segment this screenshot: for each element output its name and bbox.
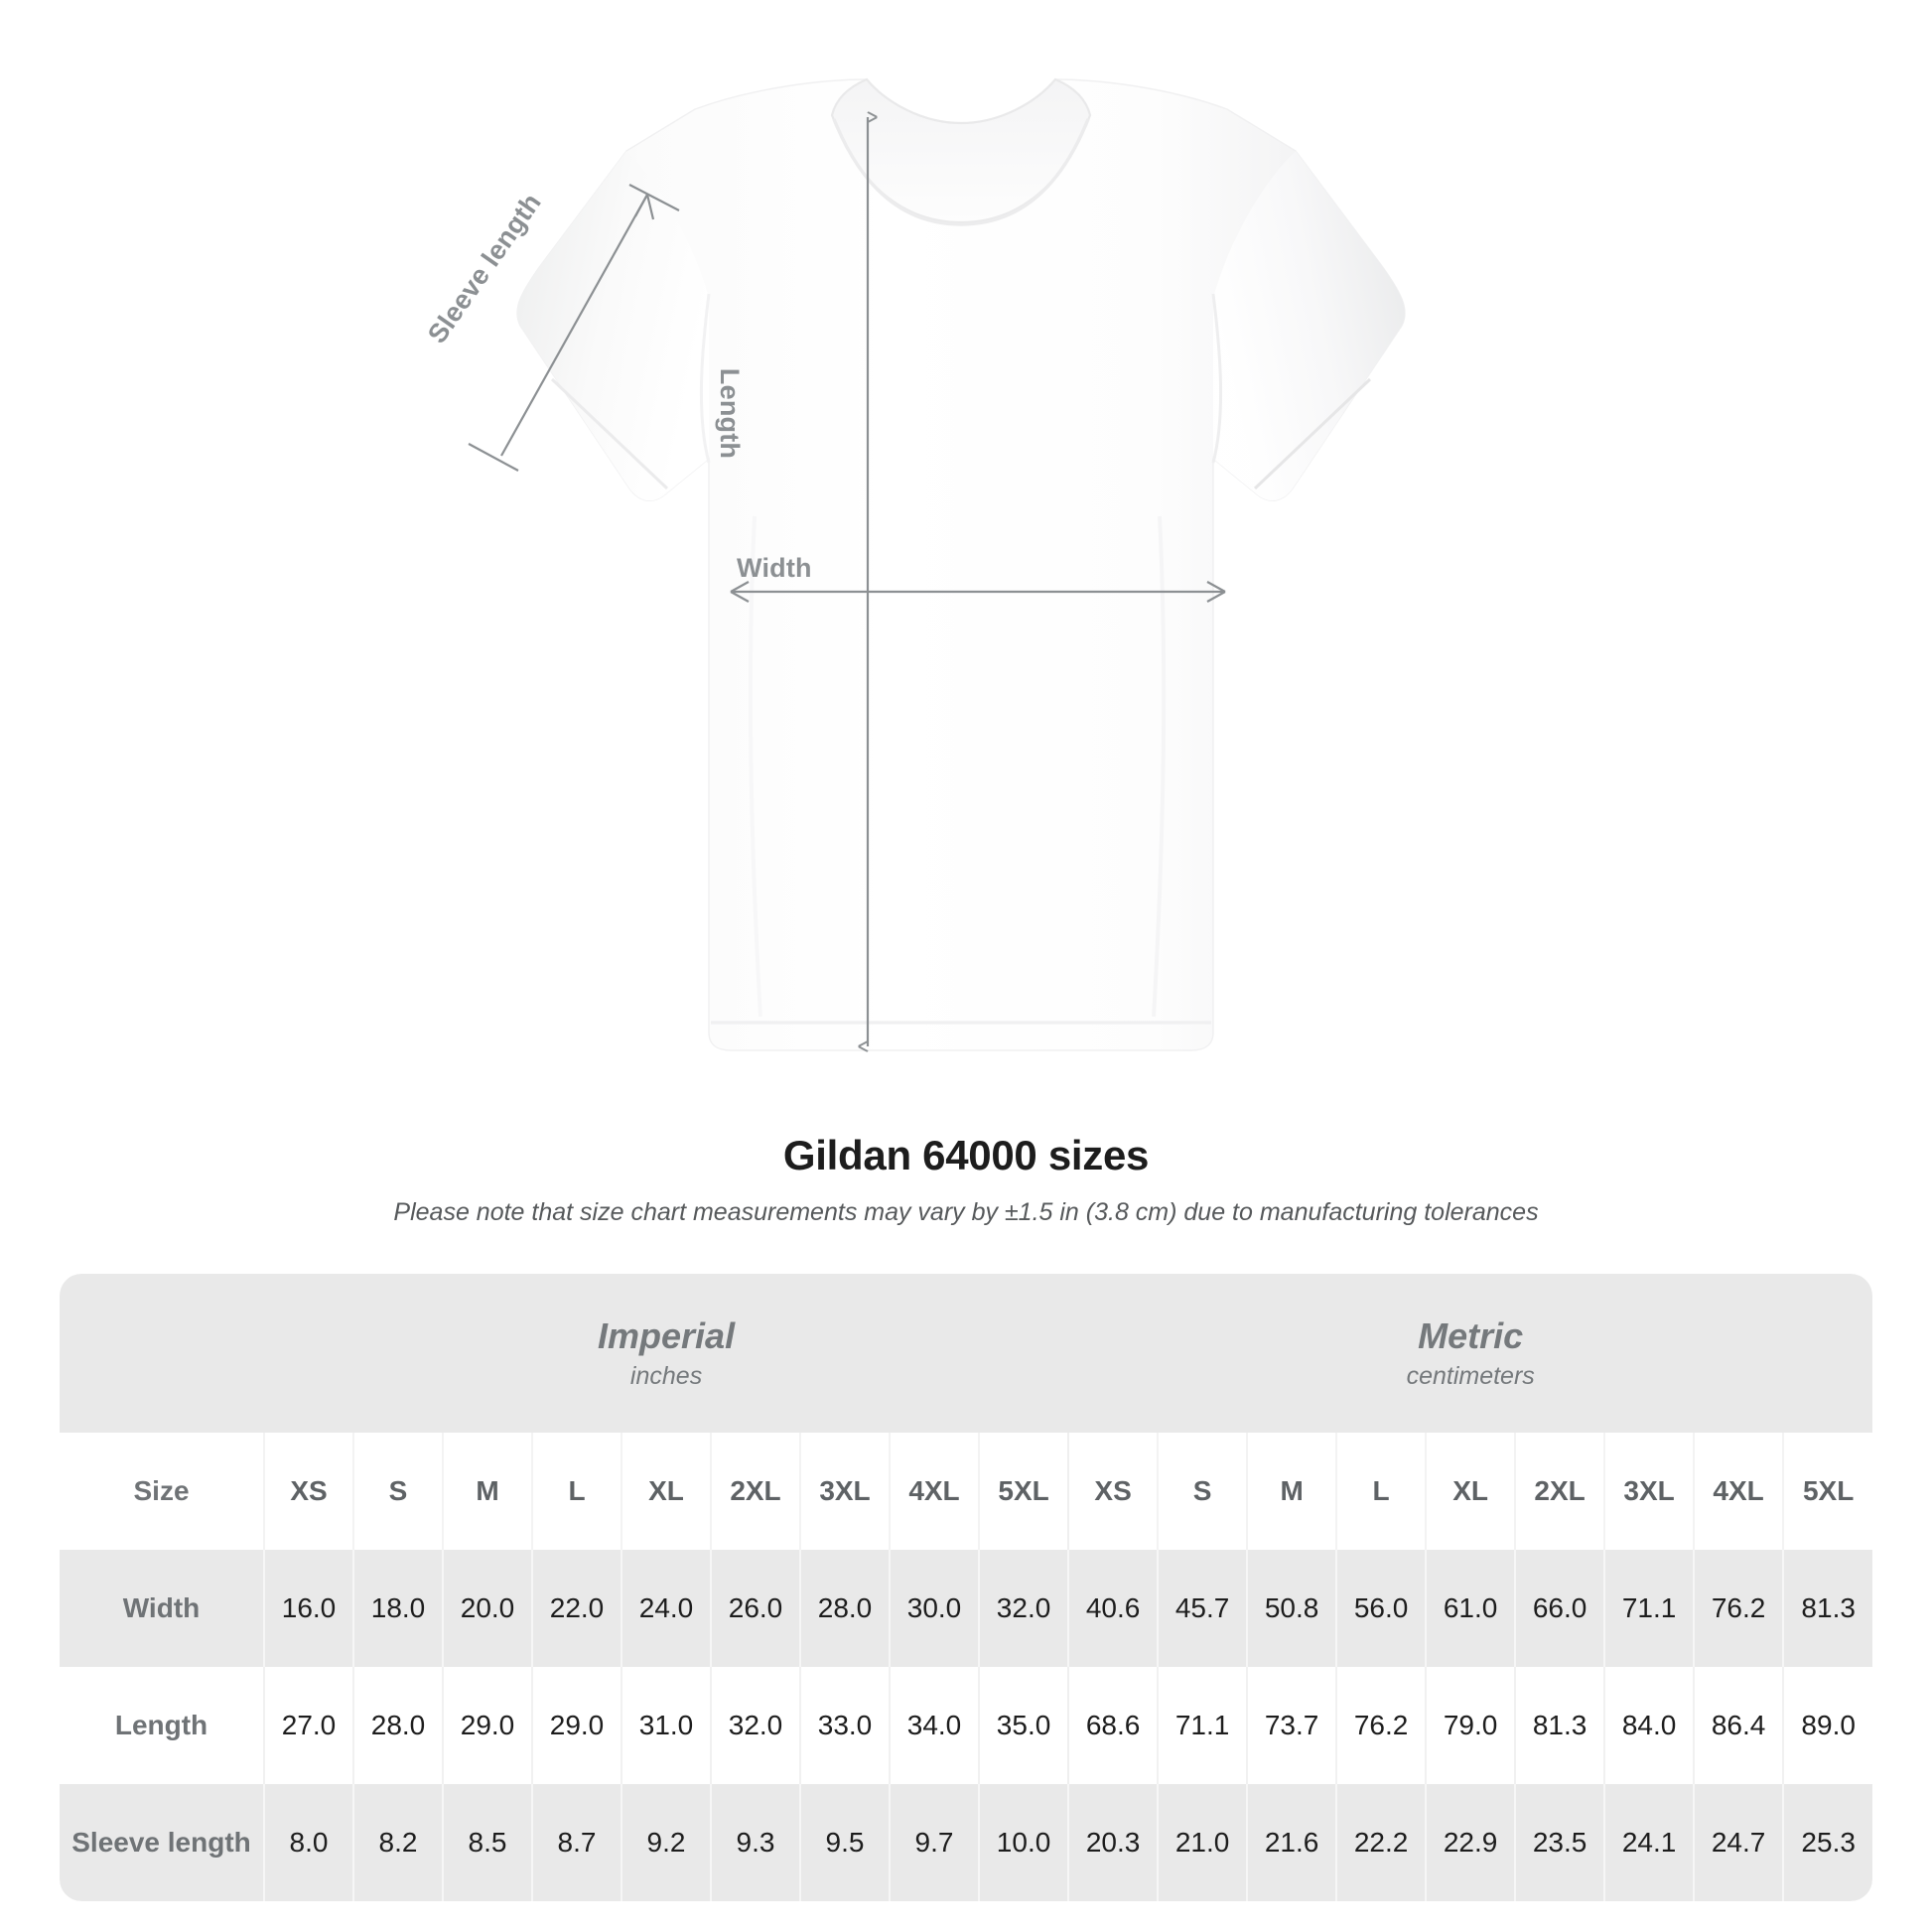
sleeve-cell-17: 25.3 [1782, 1784, 1873, 1901]
length-cell-16: 86.4 [1693, 1667, 1784, 1784]
width-cell-7: 30.0 [889, 1550, 979, 1667]
size-col-11: M [1246, 1433, 1337, 1550]
sleeve-cell-10: 21.0 [1157, 1784, 1248, 1901]
width-cell-3: 22.0 [531, 1550, 621, 1667]
width-cell-5: 26.0 [710, 1550, 800, 1667]
size-col-16: 4XL [1693, 1433, 1784, 1550]
length-cell-0: 27.0 [263, 1667, 353, 1784]
width-dimension-label: Width [737, 553, 812, 583]
width-cell-11: 50.8 [1246, 1550, 1337, 1667]
length-cell-14: 81.3 [1514, 1667, 1605, 1784]
unit-group-metric-sub: centimeters [1406, 1361, 1535, 1390]
size-col-13: XL [1425, 1433, 1516, 1550]
unit-group-imperial-sub: inches [629, 1361, 703, 1390]
size-chart-table-container: Imperial inches Metric centimeters Size … [60, 1274, 1873, 1901]
sleeve-cell-7: 9.7 [889, 1784, 979, 1901]
unit-header-row: Imperial inches Metric centimeters [60, 1274, 1873, 1433]
sleeve-cell-4: 9.2 [621, 1784, 711, 1901]
unit-group-metric-name: Metric [1418, 1314, 1524, 1356]
length-cell-1: 28.0 [352, 1667, 443, 1784]
sleeve-cell-14: 23.5 [1514, 1784, 1605, 1901]
sleeve-cell-6: 9.5 [799, 1784, 890, 1901]
sleeve-cell-15: 24.1 [1603, 1784, 1695, 1901]
sleeve-cell-16: 24.7 [1693, 1784, 1784, 1901]
size-col-7: 4XL [889, 1433, 979, 1550]
tshirt-diagram: Sleeve length Length Width [422, 77, 1406, 1112]
size-col-10: S [1157, 1433, 1248, 1550]
size-chart-heading: Gildan 64000 sizes Please note that size… [0, 1132, 1932, 1227]
size-col-12: L [1335, 1433, 1427, 1550]
size-col-8: 5XL [977, 1433, 1069, 1550]
row-header-width: Width [60, 1550, 264, 1667]
length-cell-13: 79.0 [1425, 1667, 1516, 1784]
sleeve-cell-12: 22.2 [1335, 1784, 1427, 1901]
width-cell-2: 20.0 [442, 1550, 532, 1667]
length-cell-2: 29.0 [442, 1667, 532, 1784]
tshirt-illustration [468, 77, 1406, 1112]
size-col-6: 3XL [799, 1433, 890, 1550]
row-header-sleeve-length: Sleeve length [60, 1784, 264, 1901]
table-row: Length 27.0 28.0 29.0 29.0 31.0 32.0 33.… [60, 1667, 1873, 1784]
size-col-1: S [352, 1433, 443, 1550]
sleeve-cell-13: 22.9 [1425, 1784, 1516, 1901]
unit-header-spacer [60, 1274, 264, 1433]
sleeve-cell-11: 21.6 [1246, 1784, 1337, 1901]
width-cell-6: 28.0 [799, 1550, 890, 1667]
width-cell-1: 18.0 [352, 1550, 443, 1667]
length-cell-9: 68.6 [1067, 1667, 1159, 1784]
length-cell-4: 31.0 [621, 1667, 711, 1784]
size-chart-table: Imperial inches Metric centimeters Size … [60, 1274, 1873, 1901]
width-cell-13: 61.0 [1425, 1550, 1516, 1667]
size-col-4: XL [621, 1433, 711, 1550]
length-dimension-label: Length [715, 367, 746, 460]
length-cell-7: 34.0 [889, 1667, 979, 1784]
unit-group-metric: Metric centimeters [1068, 1274, 1873, 1433]
size-col-9: XS [1067, 1433, 1159, 1550]
sleeve-cell-1: 8.2 [352, 1784, 443, 1901]
sleeve-cell-9: 20.3 [1067, 1784, 1159, 1901]
width-cell-17: 81.3 [1782, 1550, 1873, 1667]
width-cell-15: 71.1 [1603, 1550, 1695, 1667]
length-cell-8: 35.0 [977, 1667, 1069, 1784]
width-cell-10: 45.7 [1157, 1550, 1248, 1667]
length-cell-6: 33.0 [799, 1667, 890, 1784]
shirt-body-shape [516, 77, 1406, 1051]
length-cell-15: 84.0 [1603, 1667, 1695, 1784]
width-cell-12: 56.0 [1335, 1550, 1427, 1667]
dimension-lines [468, 117, 1226, 1046]
size-col-14: 2XL [1514, 1433, 1605, 1550]
length-cell-10: 71.1 [1157, 1667, 1248, 1784]
width-cell-0: 16.0 [263, 1550, 353, 1667]
sleeve-cell-5: 9.3 [710, 1784, 800, 1901]
length-cell-11: 73.7 [1246, 1667, 1337, 1784]
tolerance-note: Please note that size chart measurements… [393, 1198, 1539, 1227]
size-col-0: XS [263, 1433, 353, 1550]
sleeve-cell-8: 10.0 [977, 1784, 1069, 1901]
width-cell-4: 24.0 [621, 1550, 711, 1667]
size-col-2: M [442, 1433, 532, 1550]
length-cell-5: 32.0 [710, 1667, 800, 1784]
sleeve-cell-3: 8.7 [531, 1784, 621, 1901]
table-row: Sleeve length 8.0 8.2 8.5 8.7 9.2 9.3 9.… [60, 1784, 1873, 1901]
length-cell-3: 29.0 [531, 1667, 621, 1784]
unit-group-imperial-name: Imperial [598, 1314, 736, 1356]
length-cell-12: 76.2 [1335, 1667, 1427, 1784]
table-row: Width 16.0 18.0 20.0 22.0 24.0 26.0 28.0… [60, 1550, 1873, 1667]
sleeve-cell-0: 8.0 [263, 1784, 353, 1901]
size-col-5: 2XL [710, 1433, 800, 1550]
width-cell-9: 40.6 [1067, 1550, 1159, 1667]
page-title: Gildan 64000 sizes [782, 1132, 1150, 1178]
unit-group-imperial: Imperial inches [264, 1274, 1069, 1433]
row-header-size: Size [60, 1433, 264, 1550]
row-header-length: Length [60, 1667, 264, 1784]
size-col-17: 5XL [1782, 1433, 1873, 1550]
width-cell-8: 32.0 [977, 1550, 1069, 1667]
width-cell-16: 76.2 [1693, 1550, 1784, 1667]
size-col-3: L [531, 1433, 621, 1550]
size-col-15: 3XL [1603, 1433, 1695, 1550]
size-header-row: Size XS S M L XL 2XL 3XL 4XL 5XL XS S M … [60, 1433, 1873, 1550]
sleeve-cell-2: 8.5 [442, 1784, 532, 1901]
width-cell-14: 66.0 [1514, 1550, 1605, 1667]
length-cell-17: 89.0 [1782, 1667, 1873, 1784]
